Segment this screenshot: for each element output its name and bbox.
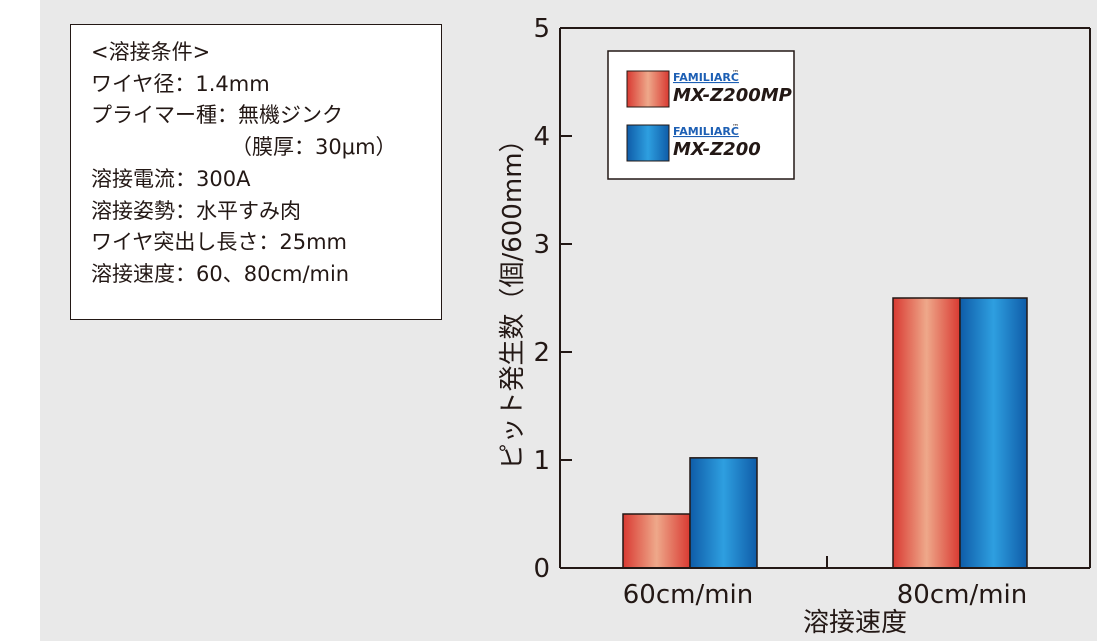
y-tick-label-4: 4 — [533, 122, 550, 152]
bars-group — [622, 297, 1028, 569]
bar-mx-z200mp-60 — [622, 513, 691, 569]
y-ticks-group: 0 1 2 3 4 5 — [533, 14, 572, 584]
legend: FAMILIARC ™ MX-Z200MP FAMILIARC ™ MX-Z20… — [607, 50, 795, 180]
condition-welding-current: 溶接電流：300A — [91, 166, 251, 191]
y-tick-label-1: 1 — [533, 446, 550, 476]
x-tick-label-60: 60cm/min — [623, 580, 754, 610]
y-tick-label-3: 3 — [533, 230, 550, 260]
legend-brand-familiarc-2: FAMILIARC — [673, 125, 739, 138]
bar-mx-z200-60 — [689, 457, 758, 569]
bar-mx-z200mp-80 — [892, 297, 961, 569]
y-tick-label-5: 5 — [533, 14, 550, 44]
condition-wire-extension: ワイヤ突出し長さ：25mm — [91, 230, 348, 255]
bar-mx-z200-80 — [959, 297, 1028, 569]
conditions-heading: <溶接条件> — [91, 40, 211, 64]
axes-group — [559, 27, 1091, 569]
y-tick-label-0: 0 — [533, 554, 550, 584]
legend-trademark-2: ™ — [732, 123, 739, 131]
condition-welding-position: 溶接姿勢：水平すみ肉 — [91, 198, 301, 223]
x-category-labels: 60cm/min 80cm/min — [623, 580, 1028, 610]
legend-swatch-mx-z200mp — [626, 70, 670, 108]
condition-film-thickness: （膜厚：30μm） — [231, 135, 397, 160]
legend-label-mx-z200mp: MX-Z200MP — [673, 85, 792, 106]
welding-conditions-box: <溶接条件> ワイヤ径：1.4mm プライマー種：無機ジンク （膜厚：30μm）… — [70, 24, 442, 320]
x-tick-label-80: 80cm/min — [897, 580, 1028, 610]
x-axis-title: 溶接速度 — [803, 608, 907, 638]
legend-swatch-mx-z200 — [626, 124, 670, 162]
legend-brand-familiarc-1: FAMILIARC — [673, 71, 739, 84]
legend-trademark-1: ™ — [732, 69, 739, 77]
y-axis-title: ピット発生数（個/600mm） — [498, 126, 528, 469]
condition-primer-type: プライマー種：無機ジンク — [91, 103, 343, 128]
condition-wire-diameter: ワイヤ径：1.4mm — [91, 71, 270, 96]
y-tick-label-2: 2 — [533, 338, 550, 368]
condition-welding-speed: 溶接速度：60、80cm/min — [91, 261, 350, 286]
legend-label-mx-z200: MX-Z200 — [673, 139, 761, 160]
